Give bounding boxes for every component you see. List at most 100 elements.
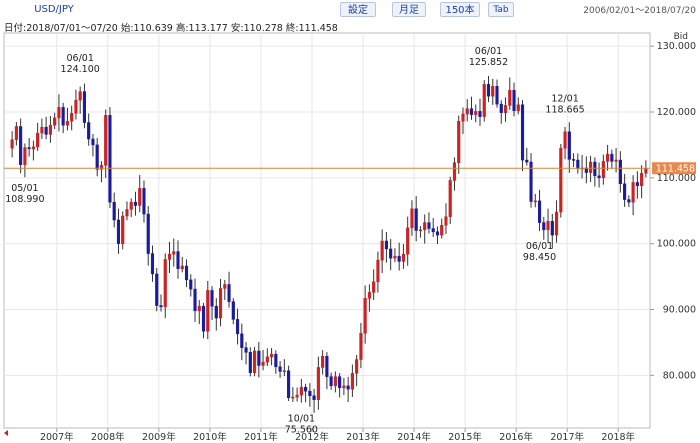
candle-body	[70, 113, 74, 122]
candle-body	[503, 105, 508, 113]
scroll-left-icon[interactable]	[4, 430, 8, 436]
y-tick-label: 120.000	[657, 107, 696, 118]
candle	[274, 350, 278, 374]
candle	[640, 165, 644, 199]
candle	[316, 356, 320, 410]
candle-body	[150, 253, 155, 275]
candle-body	[495, 86, 499, 105]
candle-body	[197, 305, 201, 312]
candle-body	[125, 209, 129, 217]
candle-body	[44, 126, 48, 135]
candle-body	[469, 108, 474, 115]
candle-body	[282, 370, 286, 372]
candle-body	[295, 394, 299, 398]
candle	[95, 137, 99, 177]
candle-body	[27, 147, 31, 150]
candle-body	[261, 361, 265, 366]
candle-body	[444, 216, 448, 226]
candle-body	[550, 221, 554, 236]
candle	[367, 284, 371, 312]
candle-body	[159, 305, 163, 308]
candle	[512, 82, 516, 117]
candle	[133, 191, 138, 216]
candle-body	[231, 301, 235, 320]
timeframe-button[interactable]: 月足	[392, 2, 426, 17]
candle-body	[112, 201, 116, 221]
candle	[291, 387, 295, 402]
y-tick-label: 80.000	[663, 370, 696, 381]
candle-body	[346, 385, 350, 390]
y-tick-label: 130.000	[657, 41, 696, 52]
candle-body	[376, 259, 380, 283]
tab-button[interactable]: Tab	[488, 2, 514, 17]
annotation-value: 118.665	[545, 104, 584, 115]
candle	[452, 157, 457, 191]
candle-body	[167, 253, 172, 260]
y-tick-label: 100.000	[657, 239, 696, 250]
candle-body	[554, 211, 559, 236]
candle	[457, 115, 461, 174]
candle	[108, 107, 112, 208]
candle	[537, 189, 542, 232]
candle-body	[176, 251, 180, 269]
candle	[48, 115, 52, 143]
candle	[606, 144, 610, 171]
candle	[36, 122, 40, 151]
candle	[350, 364, 354, 397]
candle-body	[257, 350, 261, 366]
candle-body	[452, 162, 457, 181]
candle	[87, 113, 91, 146]
candle	[252, 346, 257, 377]
y-tick-label: 90.000	[663, 305, 696, 316]
candle-body	[393, 255, 397, 259]
candle-body	[350, 373, 354, 390]
settings-button[interactable]: 設定	[340, 2, 376, 17]
candle	[146, 206, 150, 266]
candle	[91, 134, 95, 157]
x-tick-label: 2017年	[550, 431, 584, 443]
candle	[448, 176, 452, 225]
candle-body	[210, 290, 214, 307]
candle-body	[520, 104, 525, 161]
x-tick-label: 2018年	[601, 431, 635, 443]
candle-body	[91, 138, 95, 146]
candle	[61, 102, 65, 134]
candle	[491, 78, 495, 105]
candle	[559, 144, 563, 218]
candle-body	[516, 104, 520, 111]
candle	[27, 138, 31, 157]
candle	[482, 80, 486, 122]
candle-body	[465, 108, 469, 115]
ohlc-readout: 日付:2018/07/01～07/20 始:110.639 高:113.177 …	[4, 23, 338, 34]
candle-body	[482, 84, 486, 117]
bar-count-button[interactable]: 150本	[440, 2, 480, 17]
candle	[397, 242, 401, 271]
candle	[631, 175, 635, 216]
candle	[257, 342, 261, 378]
symbol-selector[interactable]: USD/JPY	[34, 4, 74, 15]
candle	[218, 278, 223, 327]
candle-body	[414, 208, 418, 231]
candle	[550, 213, 554, 249]
annotation-value: 124.100	[61, 64, 100, 75]
candle-body	[121, 215, 125, 244]
x-tick-label: 2010年	[193, 431, 227, 443]
candle-body	[163, 259, 167, 308]
candle-body	[65, 120, 69, 126]
candle-body	[129, 201, 133, 210]
candle	[384, 232, 388, 263]
candle-body	[542, 222, 546, 231]
candle-body	[252, 350, 257, 373]
candle	[214, 298, 218, 331]
y-tick-label: 110.000	[657, 173, 696, 184]
candle	[155, 267, 159, 312]
candle	[380, 229, 384, 274]
candle	[503, 97, 508, 122]
candle	[282, 359, 286, 377]
candle-body	[10, 139, 14, 149]
candle	[338, 373, 342, 398]
candle-body	[618, 159, 622, 185]
candle-body	[418, 229, 423, 232]
